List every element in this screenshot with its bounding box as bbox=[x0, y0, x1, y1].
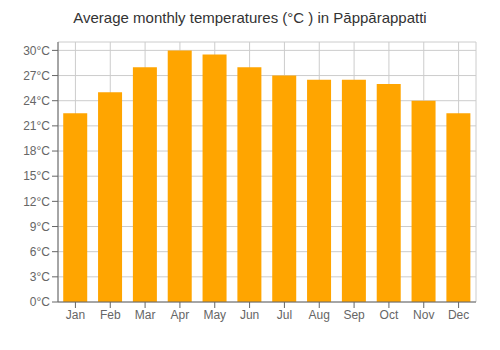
svg-text:May: May bbox=[203, 308, 226, 322]
html-text:Average monthly temperatures (: Average monthly temperatures (°C ) in Pā… bbox=[73, 9, 427, 26]
svg-text:Apr: Apr bbox=[171, 308, 190, 322]
svg-text:0°C: 0°C bbox=[30, 295, 50, 309]
svg-text:Jan: Jan bbox=[66, 308, 85, 322]
svg-text:18°C: 18°C bbox=[23, 144, 50, 158]
svg-text:6°C: 6°C bbox=[30, 245, 50, 259]
svg-text:24°C: 24°C bbox=[23, 94, 50, 108]
svg-text:Dec: Dec bbox=[448, 308, 469, 322]
svg-text:Mar: Mar bbox=[135, 308, 156, 322]
svg-text:30°C: 30°C bbox=[23, 44, 50, 58]
svg-text:Aug: Aug bbox=[309, 308, 330, 322]
svg-text:Jul: Jul bbox=[277, 308, 292, 322]
svg-text:27°C: 27°C bbox=[23, 69, 50, 83]
svg-text:12°C: 12°C bbox=[23, 195, 50, 209]
svg-text:9°C: 9°C bbox=[30, 220, 50, 234]
svg-text:Jun: Jun bbox=[240, 308, 259, 322]
svg-text:Nov: Nov bbox=[413, 308, 434, 322]
svg-text:Sep: Sep bbox=[343, 308, 365, 322]
svg-text:Feb: Feb bbox=[100, 308, 121, 322]
svg-text:3°C: 3°C bbox=[30, 270, 50, 284]
svg-text:21°C: 21°C bbox=[23, 119, 50, 133]
svg-text:Oct: Oct bbox=[380, 308, 399, 322]
svg-text:15°C: 15°C bbox=[23, 169, 50, 183]
